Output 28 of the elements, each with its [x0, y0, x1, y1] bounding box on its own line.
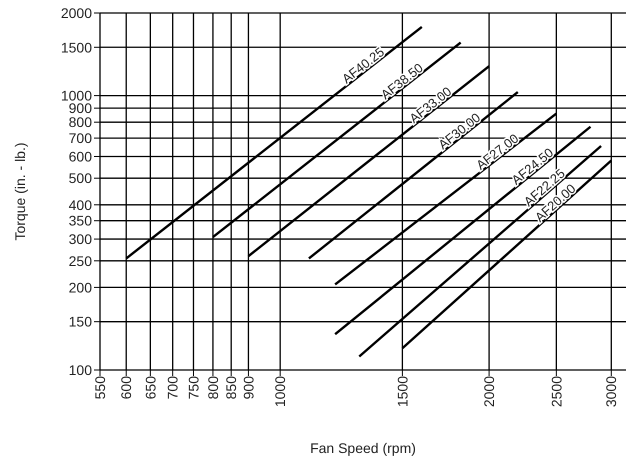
x-tick-label: 3000: [603, 376, 620, 408]
y-axis-title: Torque (in. - lb.): [12, 142, 28, 241]
y-tick-label: 100: [68, 362, 92, 378]
y-tick-label: 250: [68, 252, 92, 269]
x-tick-label: 1000: [272, 376, 288, 408]
y-tick-label: 350: [68, 212, 92, 229]
x-axis-title: Fan Speed (rpm): [310, 440, 416, 456]
y-tick-label: 400: [68, 196, 92, 213]
x-tick-label: 900: [240, 376, 256, 400]
y-tick-label: 200: [68, 279, 92, 296]
x-tick-label: 600: [118, 376, 134, 400]
x-tick-label: 2500: [548, 376, 564, 408]
y-tick-label: 700: [68, 130, 92, 146]
x-tick-label: 650: [142, 376, 158, 400]
x-tick-label: 1500: [394, 376, 410, 408]
y-tick-label: 500: [68, 170, 92, 186]
y-tick-label: 1500: [60, 39, 92, 56]
y-tick-label: 300: [68, 231, 92, 248]
x-tick-label: 2000: [481, 376, 498, 408]
x-tick-label: 750: [185, 376, 202, 400]
y-tick-label: 150: [68, 314, 92, 330]
y-tick-label: 2000: [60, 4, 92, 21]
x-tick-label: 700: [164, 376, 181, 400]
x-tick-label: 550: [92, 376, 108, 400]
x-tick-label: 800: [204, 376, 221, 400]
y-tick-label: 800: [68, 114, 92, 130]
y-tick-label: 600: [68, 148, 92, 164]
x-tick-label: 850: [223, 376, 240, 400]
